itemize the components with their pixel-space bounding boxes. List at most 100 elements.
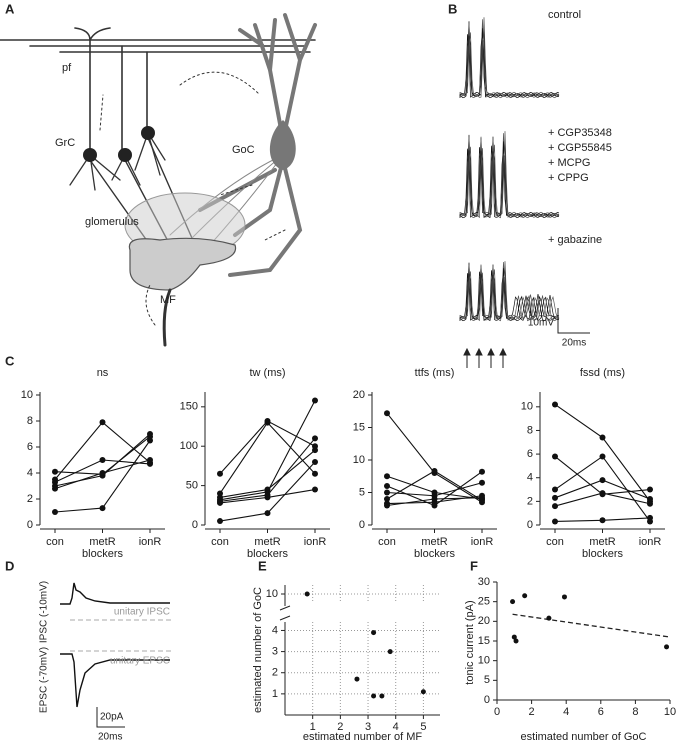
x-axis-label: blockers [582, 548, 623, 560]
data-point [264, 418, 271, 424]
x-axis-label: blockers [414, 548, 455, 560]
data-point [217, 490, 223, 497]
data-point [479, 494, 485, 501]
paired-line [554, 455, 651, 522]
reference-label: unitary IPSC [114, 607, 170, 618]
y-tick-label: 10 [266, 588, 278, 600]
scale-label: 10mV [528, 318, 554, 329]
data-point [510, 599, 516, 605]
voltage-trace [459, 261, 560, 321]
y-tick-label: 20 [353, 389, 365, 401]
y-tick-label: 8 [527, 424, 533, 436]
data-point [522, 593, 528, 599]
voltage-trace [459, 131, 560, 219]
data-point [52, 509, 58, 515]
data-point [599, 477, 606, 484]
reference-label: unitary EPSC [110, 656, 170, 667]
mossy-fiber [162, 288, 172, 347]
voltage-trace [459, 133, 560, 218]
grc-soma [141, 126, 155, 140]
data-point [552, 518, 558, 525]
x-axis-label: estimated number of GoC [521, 731, 647, 743]
data-point [312, 443, 318, 450]
data-point [552, 453, 558, 460]
data-point [561, 594, 567, 600]
x-tick-label: metR [89, 536, 115, 548]
y-tick-label: 150 [180, 401, 198, 413]
data-point [379, 693, 385, 699]
y-tick-label: 3 [272, 645, 278, 657]
x-tick-label: 2 [337, 721, 343, 733]
x-tick-label: con [211, 536, 229, 548]
x-tick-label: ionR [471, 536, 494, 548]
scale-label: 20ms [562, 338, 586, 349]
x-tick-label: 4 [393, 721, 399, 733]
y-tick-label: 2 [27, 493, 33, 505]
x-tick-label: ionR [304, 536, 327, 548]
x-tick-label: ionR [139, 536, 162, 548]
data-point [217, 470, 223, 477]
y-tick-label: 15 [353, 421, 365, 433]
data-point [479, 479, 485, 486]
x-tick-label: metR [589, 536, 615, 548]
data-point [52, 485, 58, 492]
grc-soma [118, 148, 132, 162]
y-tick-label: 0 [527, 519, 533, 531]
data-point [264, 510, 271, 517]
y-tick-label: 0 [359, 519, 365, 531]
data-point [371, 630, 377, 636]
panel-label: D [5, 558, 14, 573]
data-point [552, 401, 558, 408]
label: MF [160, 294, 176, 306]
x-tick-label: 6 [598, 706, 604, 718]
voltage-trace [459, 28, 560, 99]
scale-bar [96, 707, 125, 728]
data-point [99, 419, 106, 426]
axis-break [279, 605, 291, 621]
x-axis-label: estimated number of MF [303, 731, 422, 743]
paired-line [554, 404, 651, 502]
paired-line [554, 456, 651, 495]
axis-label: EPSC (-70mV) [39, 647, 50, 713]
epsc-trace [60, 653, 170, 708]
y-axis-label: tonic current (pA) [464, 600, 476, 684]
x-axis-label: blockers [247, 548, 288, 560]
panel-label: B [448, 1, 457, 16]
panel-label: A [5, 1, 15, 16]
grc-axon [121, 45, 148, 156]
scale-bar [557, 308, 590, 334]
y-tick-label: 10 [478, 655, 490, 667]
data-point [99, 505, 106, 512]
y-tick-label: 50 [186, 480, 198, 492]
x-tick-label: 4 [563, 706, 569, 718]
voltage-trace [459, 21, 560, 98]
data-point [387, 649, 393, 655]
data-point [217, 518, 223, 525]
y-tick-label: 5 [359, 486, 365, 498]
x-tick-label: ionR [639, 536, 662, 548]
y-tick-label: 5 [484, 674, 490, 686]
panel-label: F [470, 558, 478, 573]
mossy-fiber-terminal [128, 237, 237, 291]
y-tick-label: 2 [527, 495, 533, 507]
x-tick-label: 0 [494, 706, 500, 718]
data-point [371, 693, 377, 699]
y-tick-label: 15 [478, 635, 490, 647]
voltage-trace [459, 23, 560, 99]
y-tick-label: 100 [180, 440, 198, 452]
x-tick-label: con [378, 536, 396, 548]
y-tick-label: 8 [27, 415, 33, 427]
x-tick-label: 1 [310, 721, 316, 733]
data-point [546, 615, 552, 621]
x-tick-label: con [46, 536, 64, 548]
data-point [99, 470, 106, 476]
data-point [384, 410, 390, 417]
x-tick-label: 3 [365, 721, 371, 733]
panel-label: E [258, 558, 267, 573]
y-tick-label: 4 [27, 467, 33, 479]
data-point [647, 500, 653, 507]
voltage-trace [459, 30, 560, 98]
data-point [52, 468, 58, 475]
label: pf [62, 62, 72, 74]
